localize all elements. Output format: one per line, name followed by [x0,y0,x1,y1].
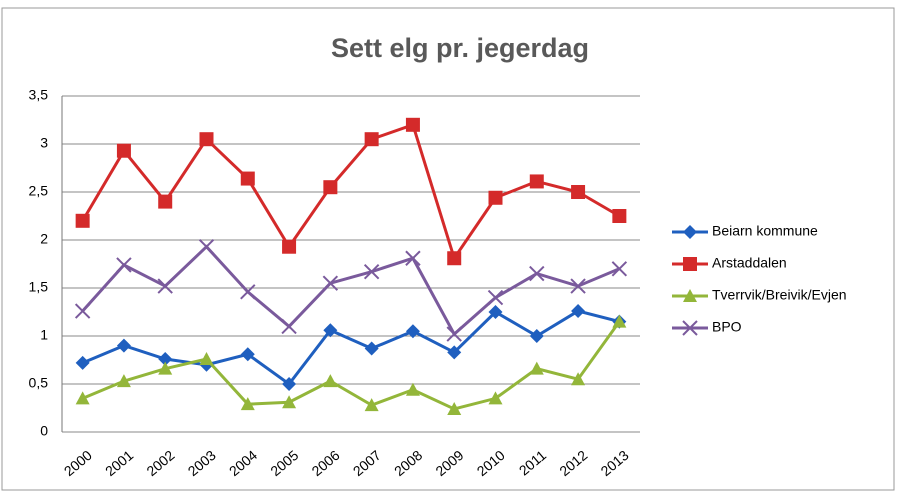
chart-frame [1,7,895,491]
legend-label: Beiarn kommune [712,223,818,239]
marker [612,314,627,328]
legend-marker [682,320,698,336]
marker [571,185,586,199]
y-tick-label: 0,5 [29,375,49,391]
marker [405,117,420,132]
marker [323,374,338,388]
marker [157,278,173,294]
legend-label: Tverrvik/Breivik/Evjen [712,287,847,303]
marker [240,284,256,300]
marker [281,318,297,335]
marker [571,304,586,319]
marker [282,377,297,391]
marker [488,391,503,405]
y-tick-label: 1 [40,327,48,343]
marker [363,263,380,280]
marker [488,190,503,205]
marker [323,180,338,195]
marker [116,338,131,353]
marker [322,275,339,291]
marker [447,401,462,415]
marker [282,395,297,409]
marker [116,374,131,388]
chart-title: Sett elg pr. jegerdag [331,33,589,63]
marker [199,352,214,366]
marker [158,361,173,375]
y-tick-label: 1,5 [29,279,49,295]
marker [199,132,214,147]
marker [570,278,586,294]
marker [282,239,297,254]
marker [405,250,421,266]
marker [529,265,545,282]
marker [116,143,131,158]
y-tick-label: 3 [40,135,48,151]
legend-marker [683,225,697,239]
marker [323,323,338,338]
legend-marker [683,289,697,302]
marker [116,257,132,273]
marker [240,171,255,186]
marker [158,352,173,367]
marker [364,341,379,356]
marker [240,397,255,411]
marker [446,326,462,342]
marker [74,303,91,319]
legend-label: Arstaddalen [712,255,787,271]
marker [529,329,544,343]
marker [611,261,628,277]
marker [364,398,379,412]
marker [529,361,544,375]
marker [75,213,90,228]
marker [240,347,255,362]
marker [158,194,173,209]
marker [75,355,90,370]
marker [571,372,586,386]
marker [529,174,544,189]
marker [447,251,462,266]
marker [487,289,504,306]
marker [364,132,379,147]
marker [405,324,420,339]
series-line [82,320,621,411]
y-tick-label: 0 [40,423,48,439]
marker [612,209,627,223]
y-tick-label: 3,5 [29,87,49,103]
y-tick-label: 2 [40,231,48,247]
marker [198,239,215,255]
series-line [82,309,620,387]
y-tick-label: 2,5 [29,183,49,199]
legend-label: BPO [712,319,742,335]
legend-marker [683,257,697,271]
marker [447,345,462,360]
marker [488,305,503,319]
marker [405,382,420,396]
marker [75,391,90,405]
